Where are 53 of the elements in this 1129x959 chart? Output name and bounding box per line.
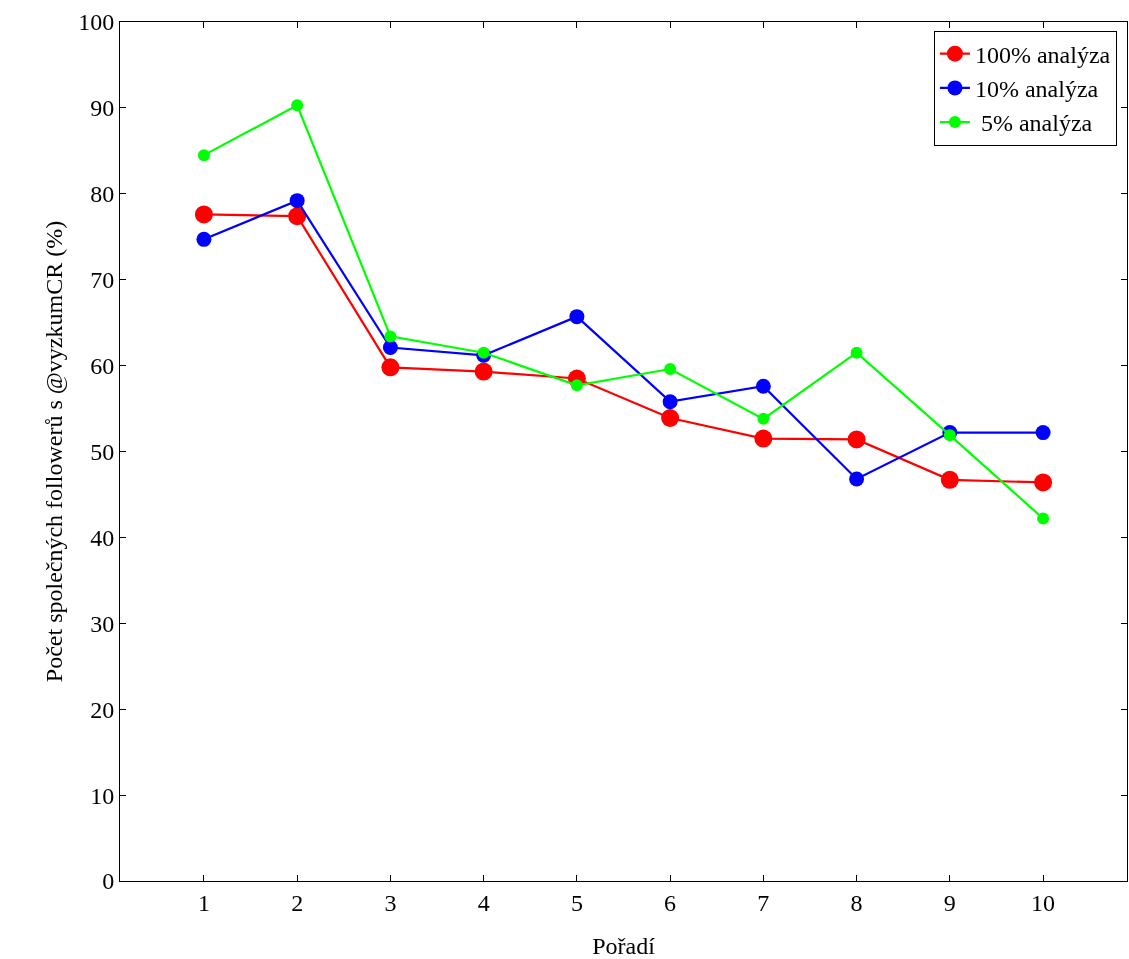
point: [381, 358, 400, 377]
y-tick-label: 20: [90, 696, 115, 723]
point: [288, 207, 307, 226]
point: [940, 470, 959, 489]
point: [382, 340, 398, 356]
x-tick-label: 10: [1031, 889, 1056, 916]
point: [661, 409, 680, 427]
point: [850, 346, 863, 359]
point: [474, 362, 493, 381]
x-tick-label: 3: [384, 889, 397, 916]
point: [477, 346, 490, 359]
y-tick-label: 80: [90, 181, 115, 208]
y-tick-label: 40: [90, 524, 115, 551]
y-tick-label: 10: [90, 782, 115, 809]
point: [196, 231, 212, 247]
point: [754, 429, 773, 448]
y-tick-label: 0: [102, 868, 115, 895]
y-tick-label: 30: [90, 610, 115, 637]
point: [289, 193, 305, 209]
point: [194, 205, 213, 224]
y-tick-label: 50: [90, 438, 115, 465]
legend-label: 100% analýza: [974, 42, 1111, 69]
point: [849, 471, 865, 487]
point: [757, 412, 770, 425]
point: [943, 429, 956, 442]
x-axis-title: Pořadí: [592, 933, 656, 959]
y-axis-title: Počet společných followerů s @vyzkumCR (%): [41, 220, 67, 683]
point: [384, 330, 397, 343]
point: [847, 430, 866, 449]
y-tick-label: 70: [90, 267, 115, 294]
y-tick-label: 60: [90, 353, 115, 379]
x-tick-label: 6: [664, 889, 677, 916]
point: [197, 149, 210, 162]
y-tick-label: 100: [78, 9, 115, 36]
x-tick-label: 1: [197, 889, 210, 916]
point: [1035, 425, 1051, 441]
point: [664, 363, 677, 376]
x-tick-label: 2: [291, 889, 304, 916]
point: [291, 99, 304, 112]
point: [755, 378, 771, 394]
x-tick-label: 5: [570, 889, 583, 916]
point: [1034, 473, 1053, 492]
legend-label: 5% analýza: [974, 110, 1093, 137]
legend-label: 10% analýza: [974, 76, 1099, 103]
point: [569, 309, 585, 325]
x-tick-label: 9: [943, 889, 956, 916]
y-tick-label: 90: [90, 95, 115, 122]
point: [1037, 512, 1050, 525]
point: [662, 394, 678, 410]
x-tick-label: 4: [477, 889, 490, 916]
x-tick-label: 7: [757, 889, 770, 916]
point: [570, 379, 583, 392]
x-tick-label: 8: [850, 889, 863, 916]
